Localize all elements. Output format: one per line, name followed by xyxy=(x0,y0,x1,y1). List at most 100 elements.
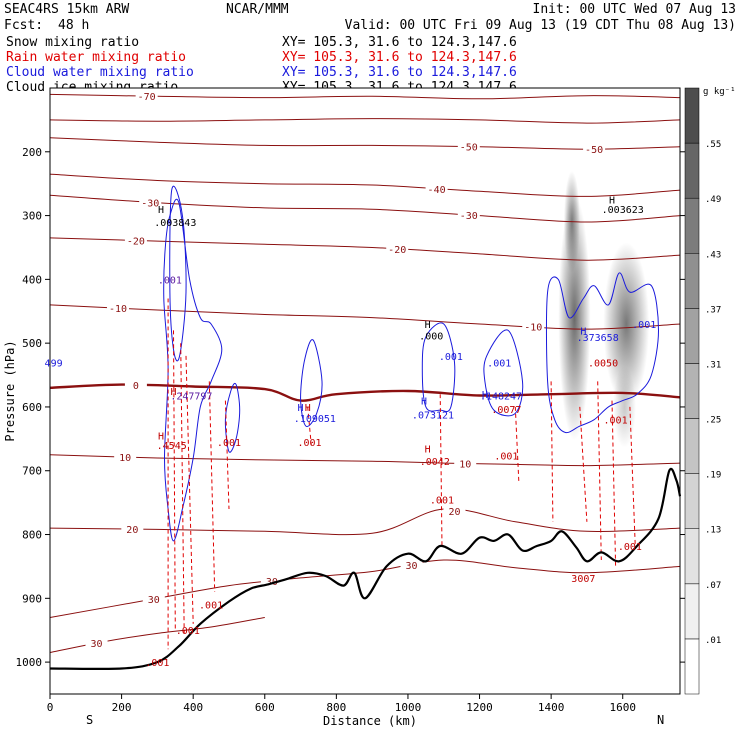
rain-contour-9 xyxy=(550,381,554,522)
annotation-25: H xyxy=(482,390,488,401)
x-tick-label-7: 1400 xyxy=(538,701,565,714)
annotation-31: .0050 xyxy=(588,358,618,369)
colorbar-bin-0 xyxy=(684,638,700,695)
colorbar-bin-5 xyxy=(684,363,700,419)
cloud-water-contour-5 xyxy=(483,329,524,417)
annotation-13: H xyxy=(305,403,311,414)
annotation-28: .001 xyxy=(494,451,518,462)
temperature-label-2-1: -50 xyxy=(585,145,603,156)
y-tick-label-7: 900 xyxy=(22,592,42,605)
temperature-label-2-0: -50 xyxy=(460,143,478,154)
rain-contour-4 xyxy=(208,381,216,592)
temperature-contour-1 xyxy=(49,118,681,124)
colorbar-bin-8 xyxy=(684,197,700,254)
y-tick-label-0: 200 xyxy=(22,146,42,159)
rain-contour-6 xyxy=(307,406,312,446)
rain-contour-3 xyxy=(185,355,194,624)
annotation-30: .373658 xyxy=(577,333,619,344)
snow-blob-2 xyxy=(603,242,650,406)
annotation-24: .001 xyxy=(487,358,511,369)
colorbar: .01 .07 .13 .19 .25 .31 .37 .43 .49 .55 xyxy=(684,87,721,695)
annotation-16: H xyxy=(425,320,431,331)
annotation-10: .001 xyxy=(145,658,169,669)
forecast-value: 48 h xyxy=(58,18,89,33)
colorbar-label-4: .25 xyxy=(705,416,721,426)
legend-xy-2: XY= 105.3, 31.6 to 124.3,147.6 xyxy=(282,65,517,80)
legend-xy-1: XY= 105.3, 31.6 to 124.3,147.6 xyxy=(282,50,517,65)
annotation-14: .109051 xyxy=(294,414,336,425)
temperature-label-bg-7-0 xyxy=(124,379,147,392)
annotation-11: 499 xyxy=(45,358,63,369)
annotation-3: H xyxy=(170,387,176,398)
temperature-contour-9 xyxy=(49,508,681,536)
y-axis-label: Pressure (hPa) xyxy=(3,340,17,441)
colorbar-bin-2 xyxy=(684,528,700,585)
rain-contour-5 xyxy=(224,400,230,510)
legend-xy-0: XY= 105.3, 31.6 to 124.3,147.6 xyxy=(282,35,517,50)
annotation-34: H xyxy=(609,196,615,207)
temperature-label-8-1: 10 xyxy=(459,459,471,470)
temperature-label-9-1: 20 xyxy=(448,507,460,518)
y-tick-label-8: 1000 xyxy=(16,656,43,669)
annotation-37: .001 xyxy=(618,542,642,553)
annotation-18: .001 xyxy=(439,352,463,363)
temperature-label-bg-10-2 xyxy=(400,559,423,572)
cloud-water-contour-2 xyxy=(224,382,241,453)
temperature-label-bg-8-1 xyxy=(454,457,477,470)
colorbar-bin-1 xyxy=(684,583,700,640)
temperature-label-5-1: -20 xyxy=(388,245,406,256)
annotation-7: .001 xyxy=(217,438,241,449)
annotation-19: H xyxy=(421,397,427,408)
colorbar-label-6: .37 xyxy=(705,305,721,315)
colorbar-label-5: .31 xyxy=(705,360,721,370)
annotation-21: H xyxy=(425,444,431,455)
temperature-label-bg-2-0 xyxy=(457,140,480,153)
temperature-label-bg-0-0 xyxy=(135,90,158,103)
annotation-22: .0042 xyxy=(420,457,450,468)
valid-time: Valid: 00 UTC Fri 09 Aug 13 (19 CDT Thu … xyxy=(345,18,736,33)
temperature-label-4-1: -30 xyxy=(460,211,478,222)
colorbar-label-1: .07 xyxy=(705,581,721,591)
rain-contour-10 xyxy=(579,406,588,522)
snow-blob-3 xyxy=(613,366,636,448)
temperature-label-bg-5-0 xyxy=(124,234,147,247)
temperature-label-7-0: 0 xyxy=(133,381,139,392)
temperature-contour-3 xyxy=(49,173,681,197)
cloud-water-contour-1 xyxy=(169,185,187,362)
annotation-35: .003623 xyxy=(602,205,644,216)
temperature-label-9-0: 20 xyxy=(126,525,138,536)
colorbar-bin-6 xyxy=(684,308,700,364)
annotation-1: .003843 xyxy=(154,218,196,229)
temperature-label-10-0: 30 xyxy=(148,595,160,606)
temperature-label-11-0: 30 xyxy=(91,639,103,650)
legend-name-0: Snow mixing ratio xyxy=(6,35,139,50)
x-axis-label: Distance (km) xyxy=(323,714,417,728)
temperature-contours: -70 -50 -50 -40 -30 -30 -20 -20 -10 -10 0 10 10 20 20 3… xyxy=(49,90,681,653)
y-tick-label-4: 600 xyxy=(22,401,42,414)
temperature-label-bg-2-1 xyxy=(583,143,606,156)
y-tick-label-2: 400 xyxy=(22,273,42,286)
header: SEAC4RS 15km ARW NCAR/MMM Init: 00 UTC W… xyxy=(4,2,736,33)
annotation-36: 3007 xyxy=(571,574,595,585)
legend: Snow mixing ratio XY= 105.3, 31.6 to 124.… xyxy=(6,35,517,95)
init-time: Init: 00 UTC Wed 07 Aug 13 xyxy=(533,2,737,17)
y-tick-label-5: 700 xyxy=(22,465,42,478)
colorbar-bin-3 xyxy=(684,473,700,529)
colorbar-label-2: .13 xyxy=(705,526,721,536)
temperature-label-bg-9-1 xyxy=(443,504,466,517)
temperature-label-5-0: -20 xyxy=(127,236,145,247)
temperature-label-bg-8-0 xyxy=(114,451,137,464)
temperature-label-10-2: 30 xyxy=(406,561,418,572)
temperature-label-6-0: -10 xyxy=(109,304,127,315)
x-tick-label-8: 1600 xyxy=(609,701,636,714)
temperature-label-bg-4-1 xyxy=(457,208,480,221)
colorbar-label-0: .01 xyxy=(705,636,721,646)
rain-contour-8 xyxy=(514,406,520,484)
temperature-contour-6 xyxy=(49,304,681,330)
north-label: N xyxy=(657,713,664,727)
x-tick-label-6: 1200 xyxy=(466,701,493,714)
y-tick-label-6: 800 xyxy=(22,529,42,542)
cloud-water-contours xyxy=(163,185,660,542)
